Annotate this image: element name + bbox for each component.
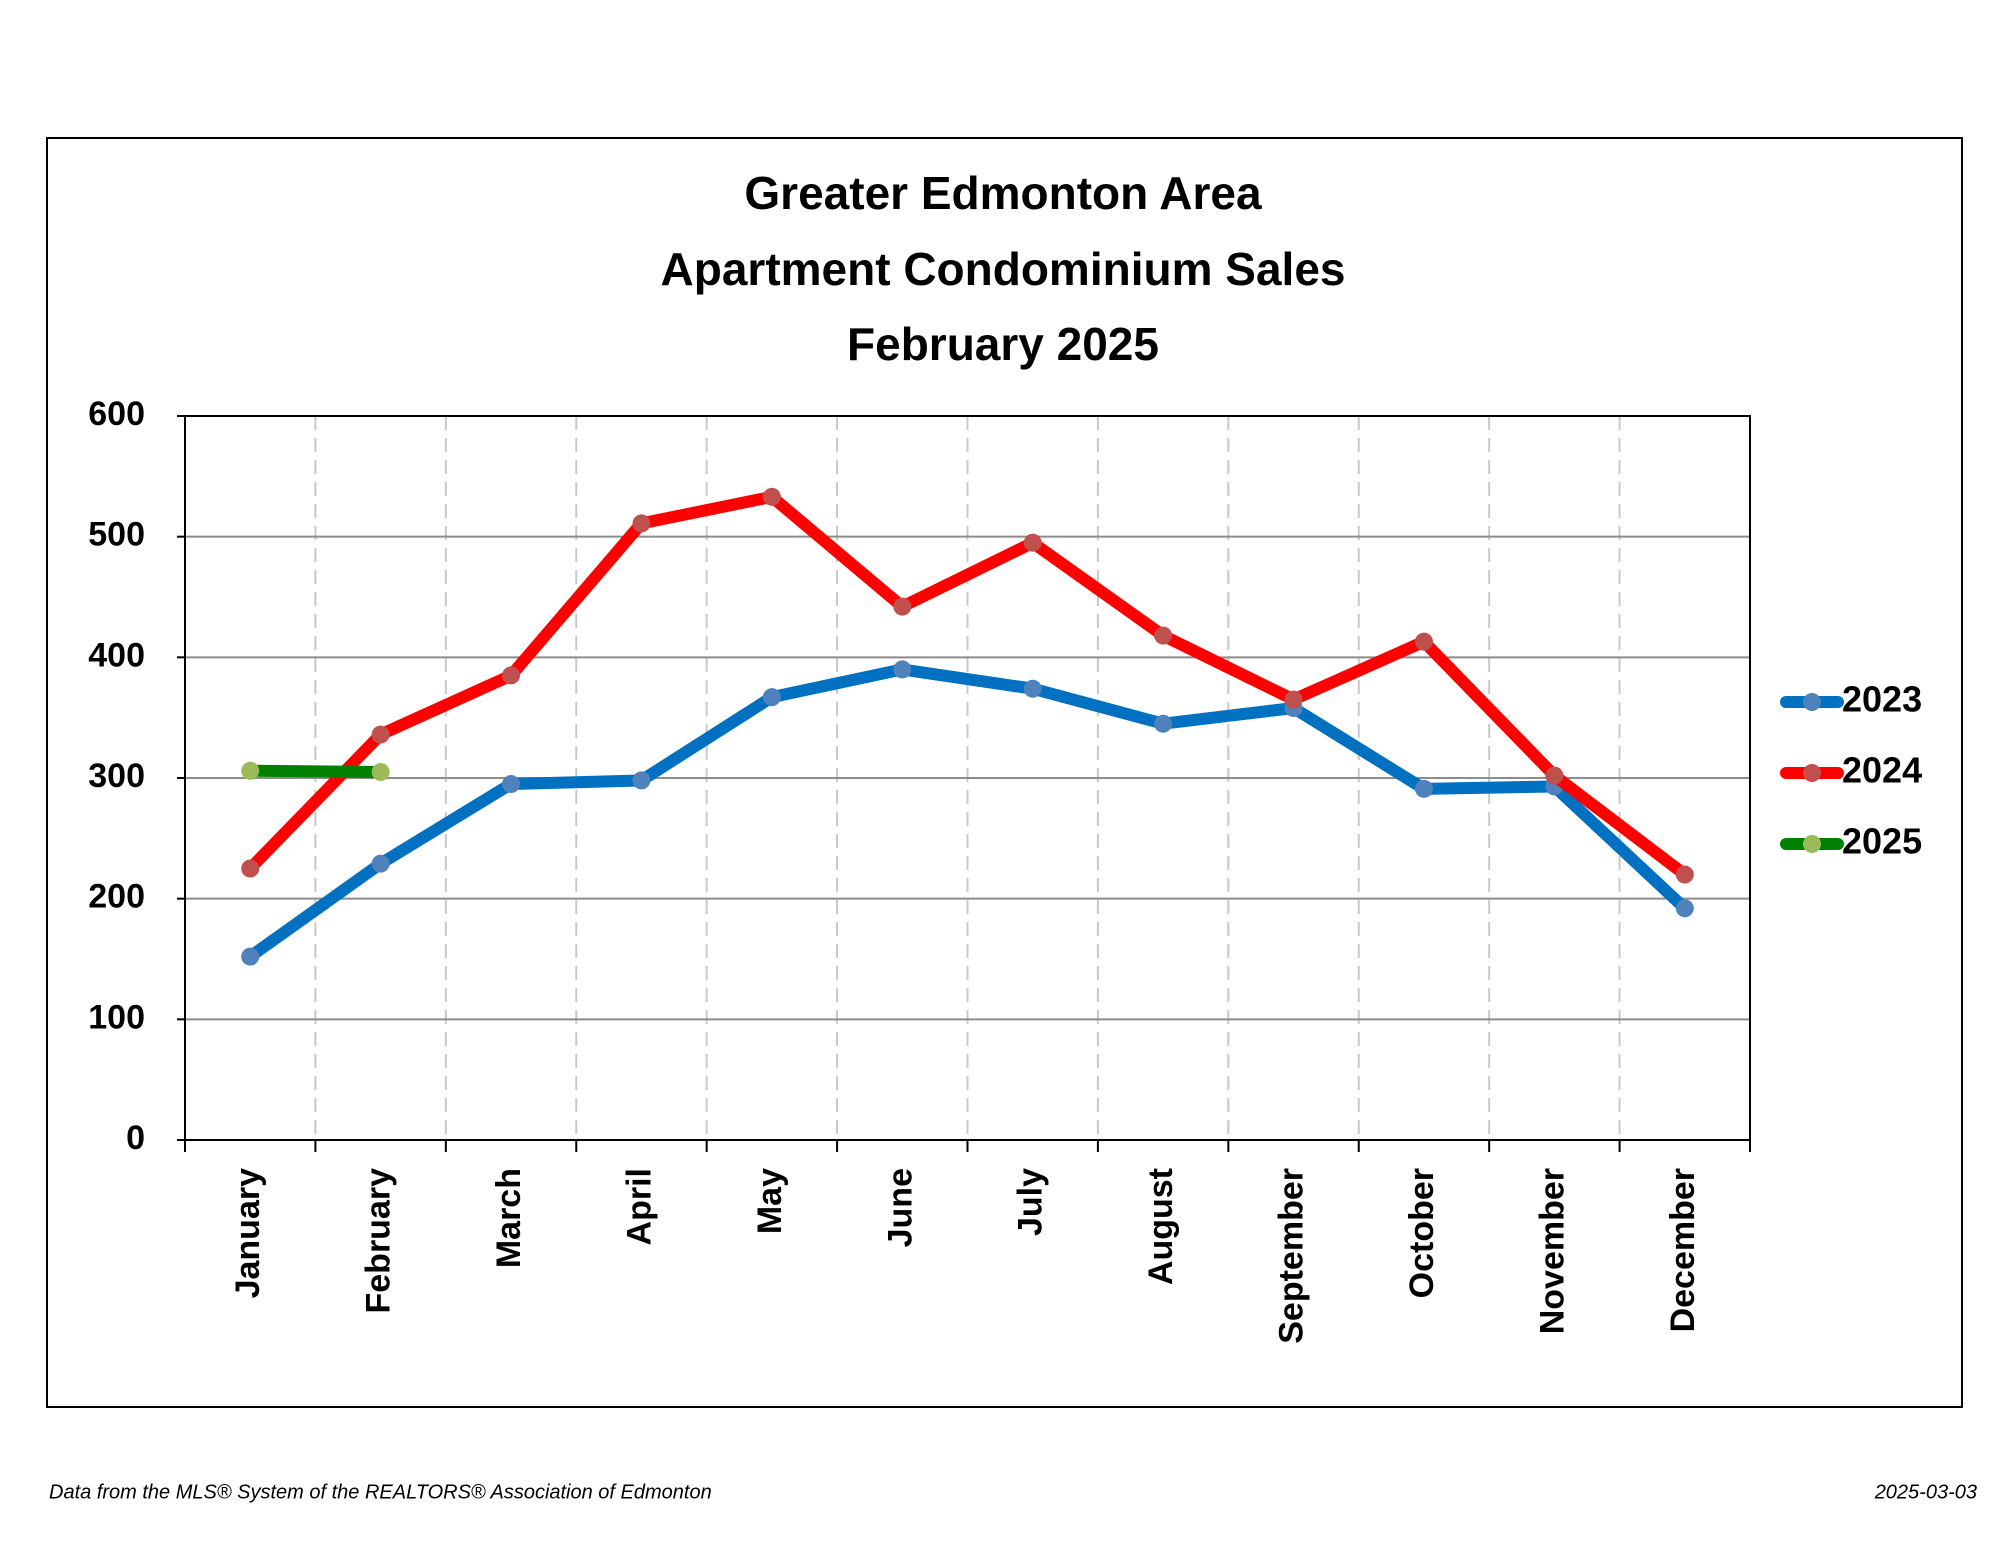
x-tick-label: May (751, 1168, 789, 1234)
series-line (245, 490, 1689, 880)
x-tick-label: September (1273, 1168, 1311, 1344)
data-point (632, 514, 651, 533)
x-tick-label: November (1533, 1168, 1571, 1334)
data-point (893, 660, 912, 679)
data-point (1414, 632, 1433, 651)
legend-label: 2024 (1842, 750, 1922, 791)
y-tick-label: 300 (88, 757, 145, 795)
data-point (371, 762, 390, 781)
data-point (502, 666, 521, 685)
x-tick-label: January (229, 1168, 267, 1298)
data-point (1545, 766, 1564, 785)
data-point (762, 688, 781, 707)
legend-label: 2023 (1842, 679, 1922, 720)
data-point (371, 725, 390, 744)
x-tick-label: March (490, 1168, 528, 1268)
chart-title: Apartment Condominium Sales (661, 243, 1346, 295)
data-point (241, 947, 260, 966)
data-point (1023, 533, 1042, 552)
y-tick-label: 600 (88, 395, 145, 433)
x-tick-label: February (360, 1168, 398, 1314)
data-point (632, 771, 651, 790)
data-point (502, 775, 521, 794)
data-point (241, 859, 260, 878)
legend-label: 2025 (1842, 821, 1922, 862)
data-point (893, 597, 912, 616)
data-point (1154, 626, 1173, 645)
data-point (762, 487, 781, 506)
data-point (371, 854, 390, 873)
x-tick-label: August (1142, 1168, 1180, 1285)
x-tick-label: June (881, 1168, 919, 1247)
y-tick-label: 500 (88, 516, 145, 554)
chart-title: February 2025 (847, 318, 1159, 370)
footer-date: 2025-03-03 (1874, 1481, 1977, 1503)
legend-marker (1803, 764, 1821, 782)
x-tick-label: October (1403, 1168, 1441, 1298)
data-point (241, 761, 260, 780)
y-tick-label: 100 (88, 998, 145, 1036)
data-point (1675, 899, 1694, 918)
x-tick-label: July (1012, 1168, 1050, 1236)
data-point (1154, 714, 1173, 733)
x-tick-label: December (1664, 1168, 1702, 1332)
y-tick-label: 200 (88, 878, 145, 916)
data-point (1284, 690, 1303, 709)
y-tick-label: 400 (88, 636, 145, 674)
y-tick-label: 0 (126, 1119, 145, 1157)
footer-source: Data from the MLS® System of the REALTOR… (49, 1481, 712, 1503)
data-point (1023, 679, 1042, 698)
series-line (250, 764, 381, 778)
series-line (246, 663, 1689, 962)
legend-marker (1803, 693, 1821, 711)
data-point (1675, 865, 1694, 884)
chart-title: Greater Edmonton Area (744, 167, 1262, 219)
x-tick-label: April (620, 1168, 658, 1245)
data-point (1414, 779, 1433, 798)
legend-marker (1803, 835, 1821, 853)
